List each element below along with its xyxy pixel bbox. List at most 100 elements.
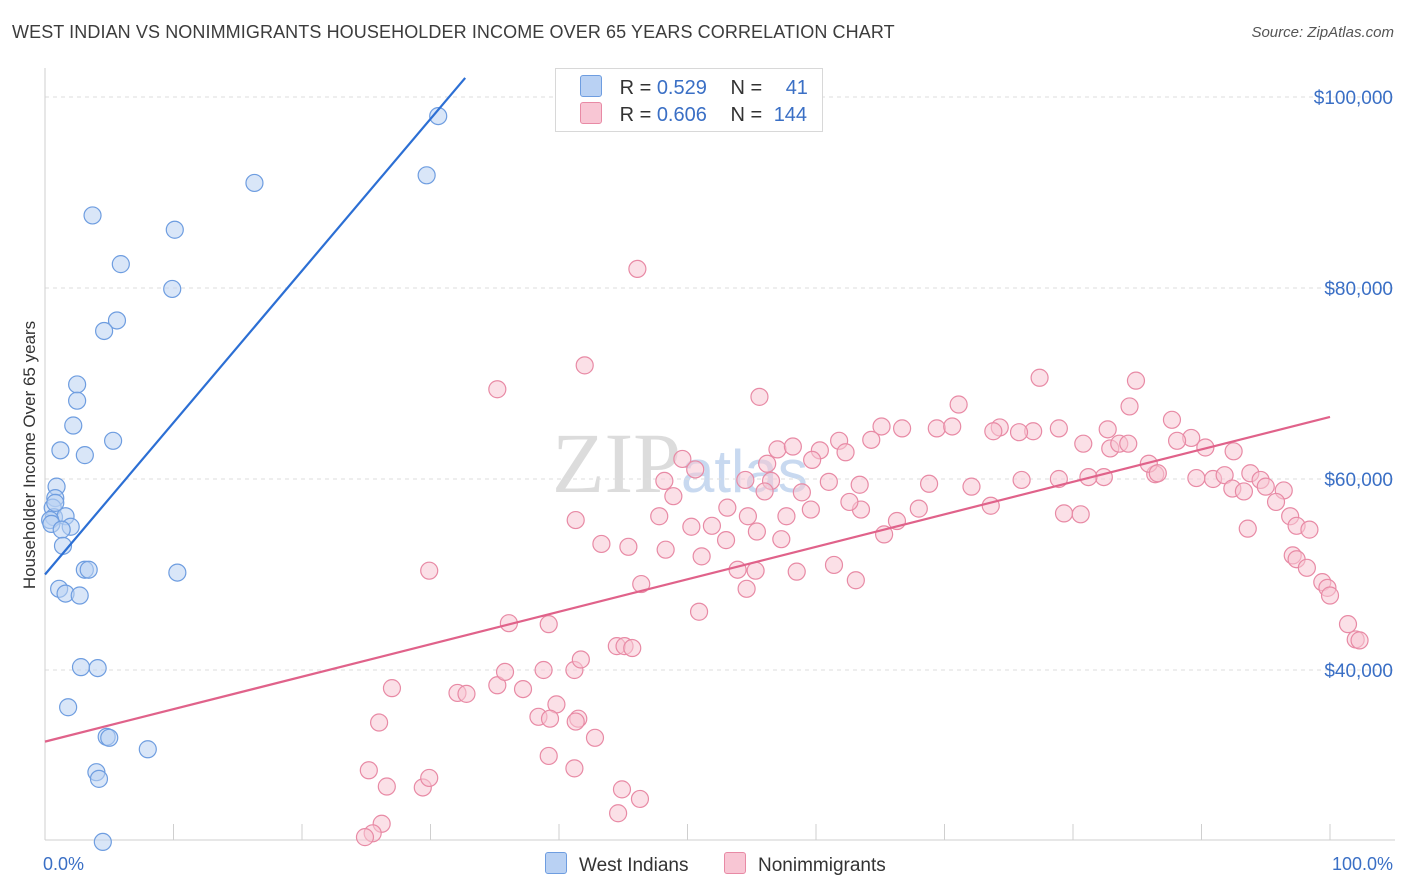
n-label: N = xyxy=(730,77,763,99)
nonimmigrants-point xyxy=(824,555,844,575)
west-indians-point xyxy=(95,321,114,341)
nonimmigrants-point xyxy=(801,500,820,519)
nonimmigrants-point xyxy=(892,419,912,438)
nonimmigrants-point xyxy=(571,650,590,669)
nonimmigrants-point xyxy=(457,684,476,703)
nonimmigrants-point xyxy=(792,483,811,502)
nonimmigrants-point xyxy=(540,709,560,728)
west-indians-point xyxy=(59,698,78,717)
nonimmigrants-point xyxy=(682,517,701,536)
nonimmigrants-point xyxy=(943,417,962,436)
nonimmigrants-point xyxy=(686,460,705,479)
west-indians-point xyxy=(64,416,83,435)
nonimmigrants-point xyxy=(768,440,787,459)
nonimmigrants-point xyxy=(1012,470,1031,490)
nonimmigrants-point xyxy=(539,746,558,766)
nonimmigrants-point xyxy=(612,780,632,799)
west-indians-point xyxy=(107,311,127,330)
r-value: 0.529 xyxy=(656,77,707,99)
nonimmigrants-point xyxy=(758,454,777,473)
nonimmigrants-point xyxy=(1071,505,1090,524)
legend-item-nonimmigrants: Nonimmigrants xyxy=(724,852,886,877)
chart-title: WEST INDIAN VS NONIMMIGRANTS HOUSEHOLDER… xyxy=(12,22,895,42)
west-indians-point xyxy=(51,441,70,460)
nonimmigrants-point xyxy=(1338,615,1358,634)
nonimmigrants-point xyxy=(746,561,765,580)
nonimmigrants-point xyxy=(927,419,946,438)
west-indians-point xyxy=(46,493,65,512)
west-indians-point xyxy=(168,563,187,582)
west-indians-point xyxy=(111,255,130,274)
nonimmigrants-point xyxy=(984,422,1003,441)
nonimmigrants-point xyxy=(862,430,881,449)
nonimmigrants-point xyxy=(609,804,628,823)
nonimmigrants-point xyxy=(1187,468,1206,488)
nonimmigrants-trend-line xyxy=(44,415,1331,743)
nonimmigrants-point xyxy=(630,789,650,809)
nonimmigrants-point xyxy=(513,679,533,699)
nonimmigrants-point xyxy=(592,534,611,554)
nonimmigrants-point xyxy=(803,450,822,469)
west-indians-point xyxy=(88,658,107,678)
nonimmigrants-point xyxy=(1148,464,1167,483)
nonimmigrants-point xyxy=(1119,434,1138,453)
west-indians-point xyxy=(138,740,157,759)
nonimmigrants-point xyxy=(949,395,968,414)
legend-row-nonimmigrants: R = 0.606 N = 144 xyxy=(580,102,807,128)
nonimmigrants-point xyxy=(1300,520,1319,539)
nonimmigrants-point xyxy=(420,768,439,788)
nonimmigrants-point xyxy=(819,472,838,491)
west-indians-point xyxy=(83,206,102,225)
y-axis-title: Householder Income Over 65 years xyxy=(20,321,39,589)
west-indians-point xyxy=(89,769,109,788)
nonimmigrants-point xyxy=(840,492,859,512)
nonimmigrants-point xyxy=(689,602,709,621)
west-indians-point xyxy=(429,106,448,126)
west-indians-point xyxy=(100,728,119,747)
nonimmigrants-point xyxy=(755,482,774,501)
nonimmigrants-point xyxy=(377,777,396,796)
nonimmigrants-point xyxy=(1049,419,1068,438)
nonimmigrants-point xyxy=(575,356,594,375)
nonimmigrants-point xyxy=(836,443,855,462)
nonimmigrants-point xyxy=(1224,442,1243,461)
nonimmigrants-point xyxy=(919,474,939,493)
nonimmigrants-point xyxy=(692,547,711,566)
x-tick-label: 100.0% xyxy=(1332,854,1393,874)
nonimmigrants-point xyxy=(736,470,755,490)
nonimmigrants-point xyxy=(1074,434,1093,453)
nonimmigrants-point xyxy=(750,387,769,406)
west-indians-swatch xyxy=(545,852,567,874)
nonimmigrants-point xyxy=(716,531,736,550)
nonimmigrants-point xyxy=(772,530,791,549)
nonimmigrants-point xyxy=(702,516,722,535)
nonimmigrants-point xyxy=(355,828,375,847)
nonimmigrants-point xyxy=(370,713,389,732)
nonimmigrants-point xyxy=(1234,482,1254,501)
nonimmigrants-point xyxy=(565,759,584,778)
nonimmigrants-point xyxy=(382,679,402,698)
nonimmigrants-point xyxy=(359,761,378,780)
nonimmigrants-point xyxy=(1266,492,1286,512)
nonimmigrants-point xyxy=(488,380,507,399)
r-label: R = xyxy=(619,104,652,126)
nonimmigrants-point xyxy=(737,579,756,598)
west-indians-point xyxy=(70,586,89,605)
nonimmigrants-point xyxy=(787,562,806,581)
nonimmigrants-point xyxy=(1054,504,1074,523)
nonimmigrants-point xyxy=(585,728,605,747)
west-indians-point xyxy=(104,431,123,450)
nonimmigrants-point xyxy=(566,712,585,731)
legend-label: West Indians xyxy=(579,855,689,876)
nonimmigrants-point xyxy=(1009,423,1029,442)
legend-label: Nonimmigrants xyxy=(758,855,886,876)
nonimmigrants-point xyxy=(850,475,869,494)
nonimmigrants-point xyxy=(1094,467,1113,487)
nonimmigrants-swatch xyxy=(724,852,746,874)
nonimmigrants-point xyxy=(623,638,642,658)
watermark-zip: ZIP xyxy=(552,415,681,511)
nonimmigrants-point xyxy=(872,417,891,436)
nonimmigrants-point xyxy=(777,507,796,526)
nonimmigrants-point xyxy=(1126,371,1146,390)
nonimmigrants-point xyxy=(632,574,651,594)
